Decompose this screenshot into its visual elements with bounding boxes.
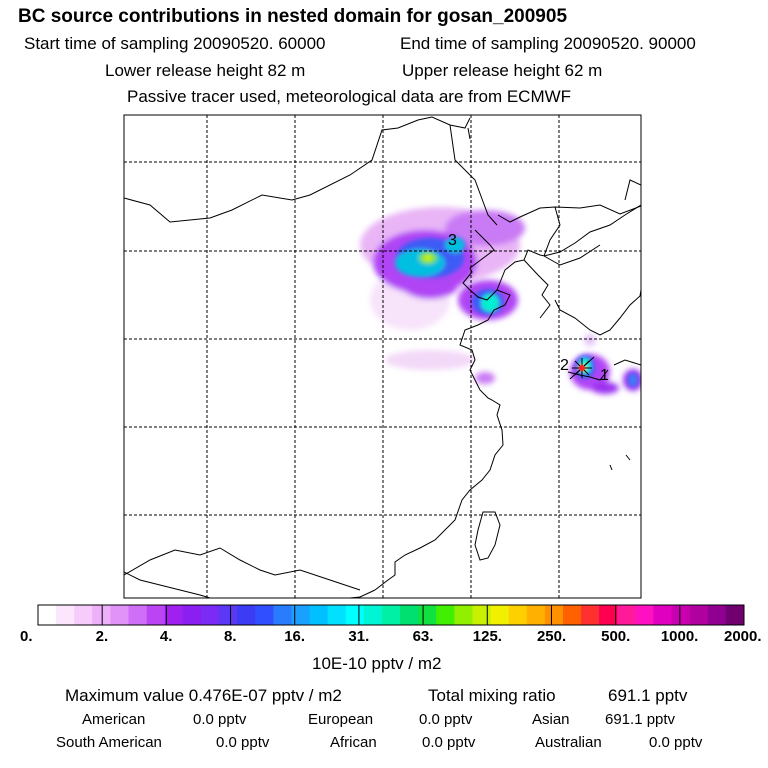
source-australian-label: Australian [535,734,602,751]
colorbar-frame [37,604,745,626]
colorbar-segment [56,605,75,625]
colorbar-segment [689,605,709,625]
receptor-star-icon [569,356,595,380]
colorbar-label: 250. [536,628,567,645]
colorbar-segment [363,605,383,625]
colorbar-segment [454,605,473,625]
source-african-label: African [330,734,377,751]
colorbar-segment [562,605,582,625]
colorbar-label: 0. [20,628,33,645]
source-american-label: American [82,711,146,728]
colorbar-segment [400,605,419,625]
lower-release-label: Lower release height 82 m [105,61,306,80]
colorbar-segment [599,605,618,625]
colorbar-segment [508,605,528,625]
source-asian-label: Asian [532,711,570,728]
upper-release-label: Upper release height 62 m [402,61,603,80]
plot-title: BC source contributions in nested domain… [18,6,568,27]
colorbar-label: 4. [159,628,173,645]
source-asian-value: 691.1 pptv [605,711,676,728]
colorbar-segment [128,605,148,625]
colorbar-segment [707,605,727,625]
cluster-label-1: 1 [600,367,609,384]
colorbar-segment [200,605,220,625]
colorbar-label: 2. [95,628,109,645]
colorbar-segment [581,605,600,625]
concentration-plume [360,207,641,394]
colorbar-segment [255,605,274,625]
colorbar-label: 16. [284,628,306,645]
lat-lon-grid [124,115,641,598]
source-european-label: European [308,711,374,728]
source-european-value: 0.0 pptv [419,711,473,728]
colorbar-segment [725,605,745,625]
colorbar [37,604,745,626]
colorbar-label: 8. [224,628,237,645]
colorbar-label: 63. [412,628,434,645]
colorbar-segment [381,605,401,625]
colorbar-segment [526,605,546,625]
cluster-label-2: 2 [560,357,569,374]
colorbar-segment [164,605,184,625]
colorbar-segment [635,605,654,625]
colorbar-segment [237,605,256,625]
cluster-label-3: 3 [448,232,457,249]
map-frame [123,114,642,599]
total-mixing-value: 691.1 pptv [608,686,688,705]
source-south-american-value: 0.0 pptv [216,734,270,751]
colorbar-segment [110,605,130,625]
colorbar-segment [219,605,238,625]
colorbar-segment [653,605,673,625]
colorbar-segment [345,605,365,625]
colorbar-segment [436,605,455,625]
colorbar-label: 125. [472,628,502,645]
colorbar-label: 500. [601,628,631,645]
colorbar-segment [327,605,347,625]
colorbar-segment [544,605,564,625]
colorbar-segment [472,605,492,625]
colorbar-segment [92,605,111,625]
end-time-label: End time of sampling 20090520. 90000 [400,34,696,53]
colorbar-label: 31. [348,628,370,645]
colorbar-label: 1000. [660,628,699,645]
colorbar-segment [273,605,292,625]
colorbar-segment [38,605,57,625]
colorbar-segment [182,605,202,625]
borders [124,124,601,591]
colorbar-segment [309,605,329,625]
colorbar-segment [146,605,166,625]
colorbar-segment [74,605,93,625]
source-african-value: 0.0 pptv [422,734,476,751]
total-mixing-label: Total mixing ratio [428,686,556,705]
source-american-value: 0.0 pptv [193,711,247,728]
colorbar-segment [490,605,510,625]
maximum-value: Maximum value 0.476E-07 pptv / m2 [65,686,342,705]
colorbar-label: 2000. [724,628,762,645]
source-australian-value: 0.0 pptv [649,734,703,751]
colorbar-unit: 10E-10 pptv / m2 [312,654,442,673]
colorbar-segment [617,605,636,625]
tracer-note: Passive tracer used, meteorological data… [127,87,572,106]
colorbar-segment [418,605,437,625]
colorbar-segment [671,605,691,625]
source-south-american-label: South American [56,734,162,751]
start-time-label: Start time of sampling 20090520. 60000 [24,34,326,53]
colorbar-segment [291,605,311,625]
